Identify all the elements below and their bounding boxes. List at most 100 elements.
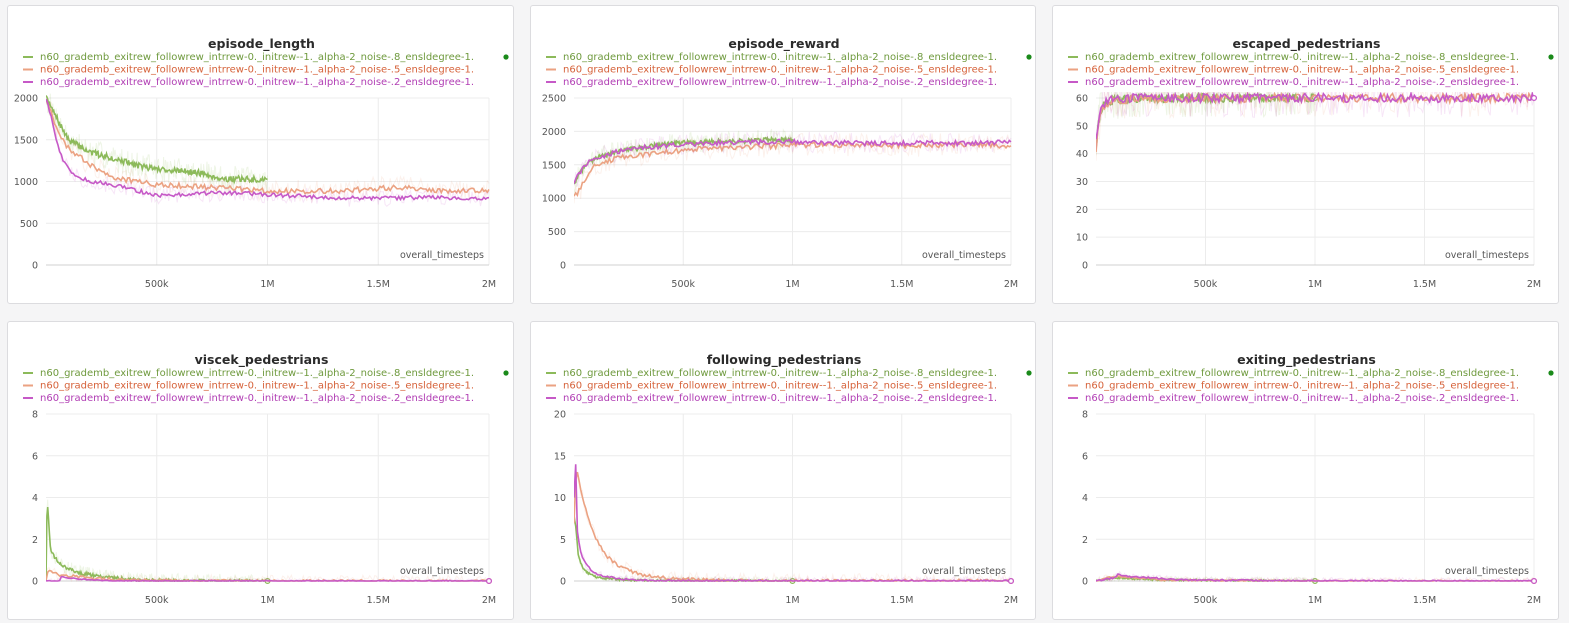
x-tick-label: 500k — [1194, 279, 1218, 290]
series-raw-line — [1096, 92, 1316, 156]
legend-entry[interactable]: n60_grademb_exitrew_followrew_intrrew-0.… — [40, 368, 474, 379]
series-line[interactable] — [46, 575, 489, 582]
series-line[interactable] — [1096, 573, 1535, 582]
legend-active-dot — [1026, 370, 1032, 376]
y-tick-label: 2000 — [14, 94, 38, 105]
y-tick-label: 60 — [1076, 94, 1088, 105]
legend-entry[interactable]: n60_grademb_exitrew_followrew_intrrew-0.… — [40, 52, 474, 63]
series-end-marker — [1007, 577, 1015, 585]
series-end-marker — [485, 577, 493, 585]
x-axis-label: overall_timesteps — [400, 566, 484, 577]
legend-entry[interactable]: n60_grademb_exitrew_followrew_intrrew-0.… — [1085, 52, 1519, 63]
panel-following-pedestrians[interactable]: following_pedestrians n60_grademb_exitrew… — [530, 321, 1036, 620]
y-tick-label: 1500 — [542, 160, 566, 171]
chart-title: viscek_pedestrians — [195, 352, 329, 368]
legend-active-dot — [1548, 54, 1554, 60]
x-tick-label: 1M — [1308, 279, 1322, 290]
legend-active-dot — [1548, 370, 1554, 376]
x-axis-label: overall_timesteps — [1445, 250, 1529, 261]
y-tick-label: 10 — [1076, 233, 1088, 244]
chart-episode-length: episode_lengthn60_grademb_exitrew_follow… — [14, 36, 509, 290]
chart-title: escaped_pedestrians — [1233, 36, 1381, 52]
x-tick-label: 1M — [260, 595, 274, 606]
legend-entry[interactable]: n60_grademb_exitrew_followrew_intrrew-0.… — [1085, 381, 1519, 392]
y-tick-label: 15 — [554, 451, 566, 462]
legend-entry[interactable]: n60_grademb_exitrew_followrew_intrrew-0.… — [563, 52, 997, 63]
x-axis-label: overall_timesteps — [400, 250, 484, 261]
x-tick-label: 1M — [260, 279, 274, 290]
panel-episode-length[interactable]: episode_length n60_grademb_exitrew_follow… — [7, 5, 514, 304]
series-raw-line — [574, 132, 1012, 204]
chart-title: episode_length — [208, 36, 315, 52]
legend-entry[interactable]: n60_grademb_exitrew_followrew_intrrew-0.… — [563, 77, 997, 88]
y-tick-label: 0 — [1082, 261, 1088, 272]
y-tick-label: 4 — [1082, 493, 1088, 504]
y-tick-label: 30 — [1076, 177, 1088, 188]
legend-entry[interactable]: n60_grademb_exitrew_followrew_intrrew-0.… — [1085, 368, 1519, 379]
x-tick-label: 1M — [1308, 595, 1322, 606]
series-line[interactable] — [574, 135, 794, 185]
y-tick-label: 20 — [554, 410, 566, 421]
x-tick-label: 1.5M — [367, 595, 390, 606]
chart-episode-reward: episode_rewardn60_grademb_exitrew_follow… — [542, 36, 1032, 290]
x-tick-label: 500k — [1194, 595, 1218, 606]
y-tick-label: 500 — [548, 227, 566, 238]
legend-entry[interactable]: n60_grademb_exitrew_followrew_intrrew-0.… — [563, 65, 997, 76]
series-line[interactable] — [46, 95, 268, 185]
x-tick-label: 1.5M — [1413, 279, 1436, 290]
series-line[interactable] — [46, 98, 490, 202]
series-end-marker — [1530, 94, 1538, 102]
x-tick-label: 1M — [785, 279, 799, 290]
chart-title: episode_reward — [728, 36, 839, 52]
series-raw-line — [46, 102, 490, 208]
chart-title: exiting_pedestrians — [1237, 352, 1376, 368]
series-end-marker — [1530, 577, 1538, 585]
y-tick-label: 8 — [32, 410, 38, 421]
y-tick-label: 40 — [1076, 149, 1088, 160]
y-tick-label: 1000 — [542, 194, 566, 205]
legend-entry[interactable]: n60_grademb_exitrew_followrew_intrrew-0.… — [40, 65, 474, 76]
x-tick-label: 500k — [145, 595, 169, 606]
x-tick-label: 2M — [482, 595, 496, 606]
x-tick-label: 1.5M — [890, 595, 913, 606]
legend-entry[interactable]: n60_grademb_exitrew_followrew_intrrew-0.… — [40, 381, 474, 392]
y-tick-label: 2500 — [542, 94, 566, 105]
legend-entry[interactable]: n60_grademb_exitrew_followrew_intrrew-0.… — [1085, 77, 1519, 88]
x-axis-label: overall_timesteps — [922, 250, 1006, 261]
chart-escaped-pedestrians: escaped_pedestriansn60_grademb_exitrew_f… — [1068, 36, 1554, 290]
y-tick-label: 1500 — [14, 135, 38, 146]
chart-title: following_pedestrians — [707, 352, 862, 368]
panel-exiting-pedestrians[interactable]: exiting_pedestrians n60_grademb_exitrew_f… — [1052, 321, 1559, 620]
legend-entry[interactable]: n60_grademb_exitrew_followrew_intrrew-0.… — [563, 368, 997, 379]
legend-active-dot — [503, 370, 509, 376]
legend-entry[interactable]: n60_grademb_exitrew_followrew_intrrew-0.… — [1085, 65, 1519, 76]
series-line[interactable] — [574, 464, 1012, 582]
panel-episode-reward[interactable]: episode_reward n60_grademb_exitrew_follow… — [530, 5, 1036, 304]
legend-entry[interactable]: n60_grademb_exitrew_followrew_intrrew-0.… — [1085, 393, 1519, 404]
y-tick-label: 2000 — [542, 127, 566, 138]
legend-entry[interactable]: n60_grademb_exitrew_followrew_intrrew-0.… — [563, 393, 997, 404]
x-tick-label: 2M — [1527, 279, 1541, 290]
y-tick-label: 2 — [32, 535, 38, 546]
y-tick-label: 1000 — [14, 177, 38, 188]
y-tick-label: 0 — [560, 261, 566, 272]
series-line[interactable] — [1096, 92, 1535, 140]
x-tick-label: 1.5M — [367, 279, 390, 290]
panel-viscek-pedestrians[interactable]: viscek_pedestrians n60_grademb_exitrew_fo… — [7, 321, 514, 620]
x-axis-label: overall_timesteps — [922, 566, 1006, 577]
series-line[interactable] — [574, 140, 1012, 198]
legend-entry[interactable]: n60_grademb_exitrew_followrew_intrrew-0.… — [40, 77, 474, 88]
legend-active-dot — [503, 54, 509, 60]
y-tick-label: 4 — [32, 493, 38, 504]
series-raw-line — [1096, 92, 1535, 150]
x-tick-label: 2M — [1527, 595, 1541, 606]
series-line[interactable] — [46, 99, 490, 195]
x-tick-label: 500k — [671, 595, 695, 606]
series-line[interactable] — [574, 137, 1012, 184]
legend-active-dot — [1026, 54, 1032, 60]
panel-escaped-pedestrians[interactable]: escaped_pedestrians n60_grademb_exitrew_f… — [1052, 5, 1559, 304]
legend-entry[interactable]: n60_grademb_exitrew_followrew_intrrew-0.… — [563, 381, 997, 392]
legend-entry[interactable]: n60_grademb_exitrew_followrew_intrrew-0.… — [40, 393, 474, 404]
x-tick-label: 1.5M — [1413, 595, 1436, 606]
x-axis-label: overall_timesteps — [1445, 566, 1529, 577]
